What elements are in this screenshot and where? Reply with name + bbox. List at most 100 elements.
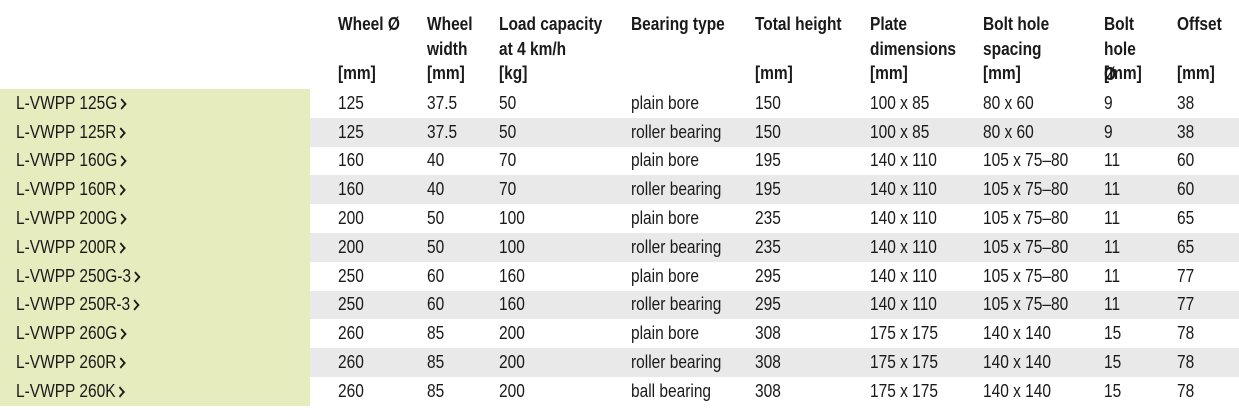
cell-value: 37.5 — [427, 121, 458, 142]
table-cell: 260 — [338, 348, 368, 377]
table-cell: 175 x 175 — [870, 377, 949, 406]
table-cell: 140 x 110 — [870, 291, 948, 320]
cell-value: 250 — [338, 265, 364, 286]
table-cell: 260 — [338, 377, 368, 406]
table-cell: 175 x 175 — [870, 348, 949, 377]
table-cell: 11 — [1104, 233, 1123, 262]
cell-value: 200 — [499, 323, 525, 344]
row-stripe — [310, 232, 1239, 262]
table-cell: 140 x 110 — [870, 262, 948, 291]
cell-value: 260 — [338, 380, 364, 401]
cell-value: 200 — [338, 236, 364, 257]
cell-value: 50 — [499, 121, 517, 142]
product-name: L-VWPP 250R-3 — [16, 294, 131, 315]
cell-value: 60 — [1177, 150, 1195, 171]
product-link[interactable]: L-VWPP 250G-3 — [0, 261, 310, 291]
column-header: Wheel Ø [mm] — [338, 12, 423, 92]
table-cell: roller bearing — [631, 348, 736, 377]
cell-value: plain bore — [631, 323, 699, 344]
table-cell: 295 — [755, 262, 785, 291]
product-link[interactable]: L-VWPP 260G — [0, 319, 310, 349]
cell-value: 195 — [755, 150, 781, 171]
table-cell: 85 — [427, 319, 447, 348]
column-header-title: Bearing type — [631, 14, 725, 34]
cell-value: 308 — [755, 323, 781, 344]
table-cell: 80 x 60 — [983, 118, 1042, 147]
column-header-unit: [mm] — [1177, 63, 1215, 83]
column-header: Offset [mm] — [1177, 12, 1237, 92]
column-header-title: Bolt hole spacing — [983, 14, 1050, 59]
cell-value: 11 — [1104, 294, 1121, 315]
cell-value: 78 — [1177, 323, 1195, 344]
cell-value: 140 x 140 — [983, 352, 1052, 373]
column-header-title: Wheel width — [427, 14, 473, 59]
product-link[interactable]: L-VWPP 125R — [0, 117, 310, 147]
cell-value: 125 — [338, 121, 364, 142]
table-cell: 308 — [755, 348, 785, 377]
product-name: L-VWPP 200R — [16, 236, 117, 257]
table-cell: 100 x 85 — [870, 118, 939, 147]
table-cell: roller bearing — [631, 175, 736, 204]
product-link[interactable]: L-VWPP 200G — [0, 204, 310, 233]
table-cell: 200 — [499, 377, 529, 406]
table-cell: ball bearing — [631, 377, 724, 406]
table-cell: 37.5 — [427, 89, 462, 118]
cell-value: 70 — [499, 150, 517, 171]
cell-value: 140 x 110 — [870, 208, 937, 229]
table-cell: 9 — [1104, 89, 1114, 118]
table-cell: 78 — [1177, 348, 1197, 377]
table-cell: 50 — [427, 233, 447, 262]
cell-value: 9 — [1104, 92, 1113, 113]
row-stripe — [310, 290, 1239, 320]
product-link[interactable]: L-VWPP 200R — [0, 232, 310, 262]
product-link[interactable]: L-VWPP 160G — [0, 146, 310, 176]
table-cell: 260 — [338, 319, 368, 348]
cell-value: 85 — [427, 323, 445, 344]
cell-value: 100 x 85 — [870, 92, 930, 113]
cell-value: roller bearing — [631, 179, 722, 200]
table-cell: 40 — [427, 147, 447, 176]
product-link[interactable]: L-VWPP 260R — [0, 348, 310, 377]
cell-value: 200 — [499, 352, 525, 373]
row-stripe — [310, 175, 1239, 205]
product-name: L-VWPP 160G — [16, 150, 118, 171]
cell-value: 175 x 175 — [870, 380, 939, 401]
table-row: L-VWPP 260G 260 85 200 plain bore 308 175 x 17… — [0, 319, 1239, 349]
cell-value: plain bore — [631, 265, 699, 286]
cell-value: 11 — [1104, 265, 1121, 286]
table-cell: 9 — [1104, 118, 1114, 147]
table-cell: 11 — [1104, 262, 1123, 291]
cell-value: 308 — [755, 352, 781, 373]
chevron-right-icon — [114, 386, 125, 398]
cell-value: 160 — [338, 179, 364, 200]
cell-value: roller bearing — [631, 294, 722, 315]
product-link[interactable]: L-VWPP 250R-3 — [0, 290, 310, 320]
table-cell: 140 x 140 — [983, 319, 1062, 348]
cell-value: 80 x 60 — [983, 121, 1034, 142]
cell-value: 100 — [499, 208, 525, 229]
table-cell: 65 — [1177, 204, 1197, 233]
table-row: L-VWPP 260R 260 85 200 roller bearing 308 175 … — [0, 348, 1239, 377]
column-header-title: Load capacity at 4 km/h — [499, 14, 603, 59]
cell-value: plain bore — [631, 150, 699, 171]
product-link[interactable]: L-VWPP 260K — [0, 376, 310, 406]
cell-value: 38 — [1177, 92, 1195, 113]
chevron-right-icon — [116, 98, 127, 110]
cell-value: 11 — [1104, 179, 1121, 200]
table-cell: 15 — [1104, 348, 1124, 377]
column-header: Bolt hole spacing [mm] — [983, 12, 1101, 92]
product-link[interactable]: L-VWPP 160R — [0, 175, 310, 205]
chevron-right-icon — [130, 271, 141, 283]
cell-value: 11 — [1104, 150, 1121, 171]
product-link[interactable]: L-VWPP 125G — [0, 89, 310, 118]
table-row: L-VWPP 250R-3 250 60 160 roller bearing 295 14… — [0, 290, 1239, 320]
cell-value: 15 — [1104, 380, 1122, 401]
product-name: L-VWPP 200G — [16, 208, 118, 229]
table-cell: 140 x 110 — [870, 233, 948, 262]
product-name: L-VWPP 125G — [16, 92, 118, 113]
cell-value: 65 — [1177, 208, 1195, 229]
column-header-title: Total height — [755, 14, 842, 34]
cell-value: 150 — [755, 92, 781, 113]
cell-value: 105 x 75–80 — [983, 208, 1069, 229]
cell-value: 85 — [427, 380, 445, 401]
